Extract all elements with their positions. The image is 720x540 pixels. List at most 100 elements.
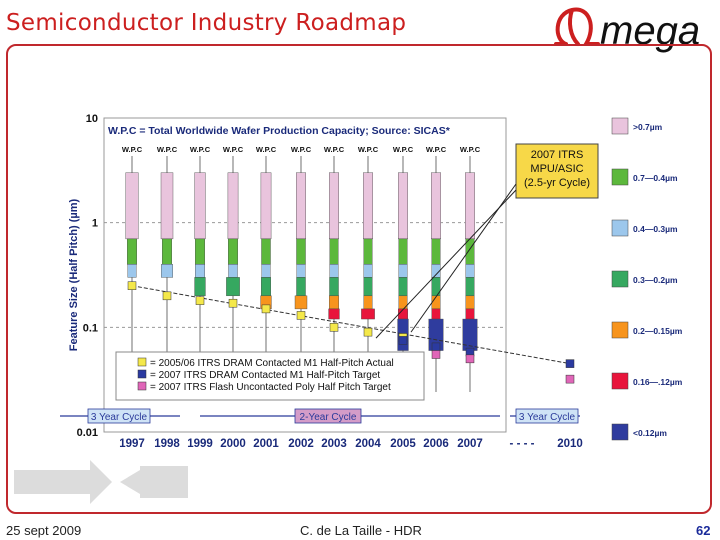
annotation-line: MPU/ASIC: [530, 163, 583, 175]
column-segment: [363, 295, 373, 310]
column-segment: [361, 308, 375, 320]
column-segment: [194, 277, 206, 297]
series-legend-label: = 2005/06 ITRS DRAM Contacted M1 Half-Pi…: [150, 358, 394, 369]
column-segment: [363, 277, 373, 297]
column-label: W.P.C: [157, 145, 178, 154]
trend-line: [131, 285, 571, 365]
column-segment: [363, 172, 374, 240]
cycle-label-box: [515, 408, 579, 424]
column-segment: [161, 264, 173, 278]
band-legend-label: >0.7µm: [633, 122, 663, 132]
x-tick-label: 2004: [355, 438, 381, 450]
x-tick-label: 2007: [457, 438, 483, 450]
series-point: [296, 311, 306, 320]
series-point: [465, 354, 475, 364]
column-label: W.P.C: [324, 145, 345, 154]
x-tick-label: 2010: [557, 438, 583, 450]
column-segment: [465, 264, 475, 278]
column-segment: [465, 277, 475, 297]
column-segment: [261, 264, 271, 278]
band-legend-label: 0.3—0.2µm: [633, 275, 678, 285]
column-segment: [328, 308, 340, 320]
band-legend-swatch: [611, 270, 629, 288]
y-tick-label: 0.1: [83, 322, 98, 334]
y-tick-label: 1: [92, 218, 98, 230]
series-point: [431, 350, 441, 359]
column-segment: [465, 295, 475, 310]
slide-frame: [6, 44, 712, 514]
column-segment: [194, 264, 205, 278]
column-segment: [363, 264, 373, 278]
column-label: W.P.C: [291, 145, 312, 154]
column-label: W.P.C: [393, 145, 414, 154]
column-segment: [465, 238, 475, 265]
x-tick-label: 2006: [423, 438, 449, 450]
column-label: W.P.C: [358, 145, 379, 154]
column-segment: [161, 238, 172, 265]
cycle-label: 3 Year Cycle: [91, 412, 148, 423]
series-point: [398, 336, 408, 345]
column-segment: [398, 172, 409, 240]
column-segment: [127, 264, 137, 278]
page-number: 62: [696, 523, 711, 538]
column-segment: [431, 295, 441, 310]
series-legend-swatch: [137, 357, 147, 367]
band-legend-swatch: [611, 372, 629, 390]
y-tick-label: 10: [86, 113, 98, 125]
series-point: [127, 281, 137, 290]
band-legend-label: <0.12µm: [633, 428, 667, 438]
annotation-line: 2007 ITRS: [531, 149, 584, 161]
column-segment: [260, 172, 272, 240]
band-legend-label: 0.16—.12µm: [633, 377, 683, 387]
series-point: [261, 304, 271, 314]
series-legend: [115, 351, 425, 401]
column-segment: [398, 238, 408, 265]
series-legend-label: = 2007 ITRS Flash Uncontacted Poly Half …: [150, 382, 391, 393]
column-segment: [226, 277, 240, 297]
column-label: W.P.C: [223, 145, 244, 154]
column-segment: [227, 238, 238, 265]
series-legend-swatch: [137, 381, 147, 391]
band-legend-label: 0.7—0.4µm: [633, 173, 678, 183]
band-legend-swatch: [611, 321, 629, 339]
series-point: [195, 296, 205, 305]
band-legend-swatch: [611, 219, 629, 237]
band-legend-label: 0.2—0.15µm: [633, 326, 683, 336]
column-segment: [194, 172, 206, 240]
annotation-box: [515, 143, 599, 199]
y-axis-label: Feature Size (Half Pitch) (µm): [68, 198, 80, 351]
annotation-line: (2.5-yr Cycle): [524, 177, 590, 189]
column-segment: [296, 264, 306, 278]
series-point: [228, 298, 238, 308]
series-point: [565, 374, 575, 384]
x-tick-label: 1997: [119, 438, 145, 450]
series-legend-label: = 2007 ITRS DRAM Contacted M1 Half-Pitch…: [150, 370, 380, 381]
cycle-label: 2-Year Cycle: [300, 412, 357, 423]
column-segment: [398, 308, 409, 320]
column-segment: [296, 238, 306, 265]
column-segment: [296, 277, 306, 297]
slide-title: Semiconductor Industry Roadmap: [6, 10, 407, 36]
column-label: W.P.C: [122, 145, 143, 154]
column-segment: [194, 238, 205, 265]
footer-date: 25 sept 2009: [6, 523, 82, 538]
column-segment: [261, 238, 271, 265]
column-segment: [329, 238, 339, 265]
column-segment: [431, 172, 442, 240]
column-segment: [465, 308, 475, 320]
column-segment: [329, 264, 339, 278]
column-label: W.P.C: [190, 145, 211, 154]
band-legend-swatch: [611, 423, 629, 441]
cycle-label: 3 Year Cycle: [519, 412, 576, 423]
series-point: [431, 342, 441, 352]
series-point: [162, 291, 172, 301]
cycle-label-box: [294, 408, 362, 424]
arrow-right-decoration: [14, 460, 112, 504]
column-label: W.P.C: [426, 145, 447, 154]
arrow-left-decoration: [120, 466, 188, 498]
column-segment: [294, 295, 308, 310]
band-legend-swatch: [611, 117, 629, 135]
x-tick-label: 2001: [253, 438, 279, 450]
column-segment: [398, 264, 408, 278]
column-segment: [228, 264, 238, 278]
